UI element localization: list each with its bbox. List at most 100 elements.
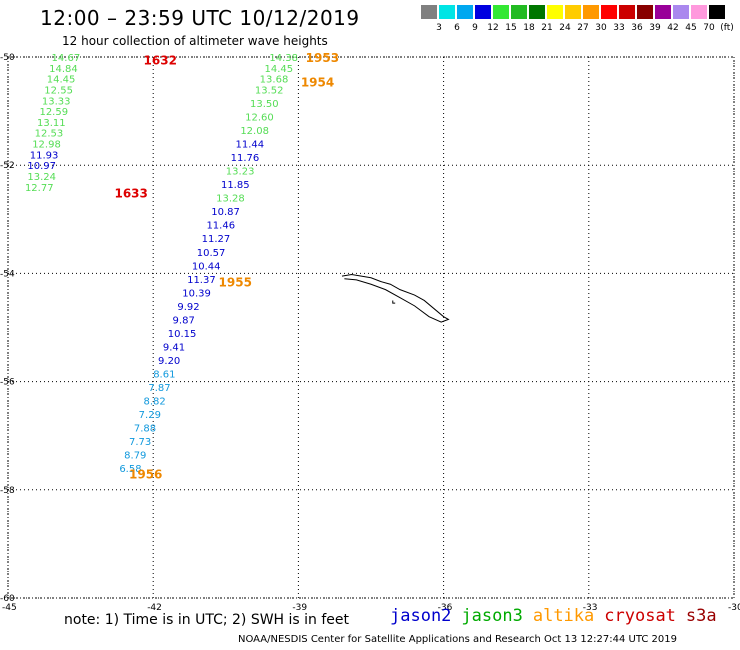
wave-height-value: 13.23 <box>226 167 255 178</box>
wave-height-value: 10.15 <box>168 329 197 340</box>
wave-height-value: 13.24 <box>27 172 56 183</box>
pass-time-label: 1954 <box>301 75 334 89</box>
wave-height-value: 9.20 <box>158 356 180 367</box>
pass-time-label: 1633 <box>114 186 147 200</box>
legend-label: 12 <box>487 23 499 33</box>
latitude-label: -50 <box>0 53 15 63</box>
wave-height-value: 11.46 <box>206 221 235 232</box>
wave-height-value: 10.87 <box>211 207 240 218</box>
legend-swatch <box>439 5 455 19</box>
legend-swatch <box>421 5 437 19</box>
legend-label: 9 <box>472 23 478 33</box>
legend-label: 70 <box>703 23 715 33</box>
wave-height-value: 13.68 <box>260 75 289 86</box>
legend-label: 6 <box>454 23 460 33</box>
latitude-label: -54 <box>0 269 15 279</box>
wave-height-value: 7.87 <box>148 383 170 394</box>
legend-label: 42 <box>667 23 679 33</box>
legend-label: 15 <box>505 23 517 33</box>
legend-label: 27 <box>577 23 589 33</box>
legend-swatch <box>601 5 617 19</box>
wave-height-value: 14.45 <box>47 75 76 86</box>
satellite-name-s3a: s3a <box>685 606 717 626</box>
wave-height-value: 6.58 <box>119 464 141 475</box>
legend-swatch <box>655 5 671 19</box>
wave-height-value: 14.38 <box>269 53 298 64</box>
legend-swatch <box>709 5 725 19</box>
wave-height-value: 7.29 <box>139 410 161 421</box>
latitude-label: -56 <box>0 378 15 388</box>
wave-height-value: 12.53 <box>35 129 64 140</box>
wave-height-value: 13.52 <box>255 85 284 96</box>
legend-swatch <box>691 5 707 19</box>
latitude-label: -52 <box>0 161 15 171</box>
legend-swatch <box>475 5 491 19</box>
wave-height-value: 13.28 <box>216 194 245 205</box>
legend-swatch <box>619 5 635 19</box>
legend-label: (ft) <box>720 23 734 33</box>
pass-time-label: 1632 <box>144 54 177 68</box>
wave-height-value: 12.08 <box>240 126 269 137</box>
wave-height-value: 13.11 <box>37 118 66 129</box>
longitude-label: -36 <box>438 603 453 613</box>
latitude-label: -60 <box>0 594 15 604</box>
wave-height-value: 12.60 <box>245 113 274 124</box>
wave-height-value: 11.76 <box>231 153 260 164</box>
wave-height-value: 10.97 <box>27 161 56 172</box>
wave-height-value: 9.41 <box>163 342 185 353</box>
wave-height-value: 10.39 <box>182 288 211 299</box>
longitude-label: -39 <box>292 603 307 613</box>
wave-height-value: 11.44 <box>235 140 264 151</box>
legend-swatch <box>583 5 599 19</box>
longitude-label: -42 <box>147 603 162 613</box>
wave-height-value: 8.79 <box>124 451 146 462</box>
wave-height-value: 10.44 <box>192 261 221 272</box>
wave-height-value: 11.37 <box>187 275 216 286</box>
longitude-label: -45 <box>2 603 17 613</box>
wave-height-value: 11.93 <box>30 150 59 161</box>
wave-height-value: 7.88 <box>134 424 156 435</box>
legend-swatch <box>457 5 473 19</box>
wave-height-value: 13.50 <box>250 99 279 110</box>
legend-swatch <box>637 5 653 19</box>
legend-label: 33 <box>613 23 625 33</box>
legend-label: 36 <box>631 23 643 33</box>
wave-height-value: 10.57 <box>197 248 226 259</box>
legend-label: 24 <box>559 23 571 33</box>
satellite-name-jason2: jason2 <box>390 606 452 626</box>
legend-swatch <box>547 5 563 19</box>
legend-label: 45 <box>685 23 697 33</box>
legend-swatch <box>529 5 545 19</box>
wave-height-value: 8.61 <box>153 369 175 380</box>
wave-height-value: 14.67 <box>52 53 81 64</box>
wave-height-value: 7.73 <box>129 437 151 448</box>
legend-swatch <box>493 5 509 19</box>
wave-height-value: 12.98 <box>32 140 61 151</box>
wave-height-value: 9.92 <box>177 302 199 313</box>
footer-credit: NOAA/NESDIS Center for Satellite Applica… <box>238 634 677 645</box>
wave-height-value: 12.59 <box>39 107 68 118</box>
longitude-label: -30 <box>728 603 740 613</box>
longitude-label: -33 <box>583 603 598 613</box>
wave-height-value: 14.45 <box>265 64 294 75</box>
wave-height-value: 12.55 <box>44 85 73 96</box>
legend-label: 18 <box>523 23 535 33</box>
legend-swatch <box>673 5 689 19</box>
legend-label: 21 <box>541 23 553 33</box>
wave-height-value: 12.77 <box>25 183 54 194</box>
satellite-name-cryosat: cryosat <box>604 606 676 626</box>
south-georgia-coastline <box>341 273 450 323</box>
legend-swatch <box>565 5 581 19</box>
wave-height-value: 8.82 <box>144 397 166 408</box>
pass-time-label: 1953 <box>306 51 339 65</box>
satellite-name-altika: altika <box>532 606 595 626</box>
legend-label: 39 <box>649 23 661 33</box>
pass-time-label: 1955 <box>219 276 252 290</box>
wave-height-value: 9.87 <box>173 315 195 326</box>
latitude-label: -58 <box>0 486 15 496</box>
wave-height-value: 14.84 <box>49 64 78 75</box>
wave-height-value: 13.33 <box>42 96 71 107</box>
satellite-name-jason3: jason3 <box>461 606 523 626</box>
legend-label: 3 <box>436 23 442 33</box>
